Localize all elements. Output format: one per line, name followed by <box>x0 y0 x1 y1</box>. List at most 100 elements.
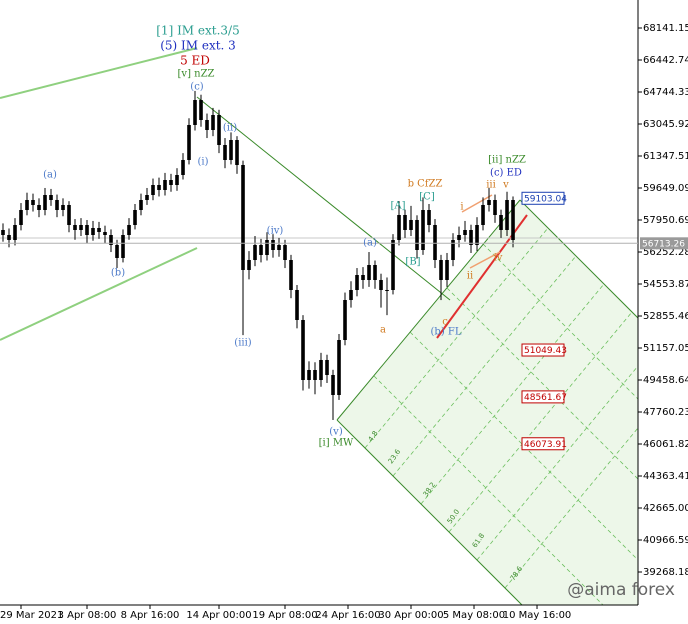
y-tick-label: 42665.00 <box>643 503 688 514</box>
y-tick-label: 40966.59 <box>643 535 688 546</box>
y-tick-label: 56252.28 <box>643 247 688 258</box>
candle-body <box>367 264 371 280</box>
candle-body <box>97 227 101 232</box>
y-tick-label: 63045.92 <box>643 119 688 130</box>
candle-body <box>463 229 467 236</box>
y-tick-label: 64744.33 <box>643 87 688 98</box>
wave-label: (iii) <box>234 338 251 349</box>
wave-label: (iv) <box>267 226 284 237</box>
x-tick-label: 10 May 16:00 <box>503 610 572 621</box>
x-tick-label: 3 Apr 08:00 <box>58 610 117 621</box>
candle-body <box>361 275 365 280</box>
candle-body <box>139 199 143 211</box>
y-tick-label: 49458.64 <box>643 375 688 386</box>
wave-label: (b) <box>111 268 125 279</box>
candle-body <box>409 219 413 230</box>
candle-body <box>1 229 5 236</box>
candle-body <box>265 239 269 255</box>
candle-body <box>151 184 155 196</box>
wave-label: ii <box>467 271 473 282</box>
wave-label: [A] <box>390 201 405 212</box>
wave-label: iii <box>486 180 496 191</box>
candle-body <box>229 140 233 160</box>
wave-label: (i) <box>197 157 208 168</box>
orange-line <box>461 194 493 213</box>
candle-body <box>19 210 23 225</box>
candle-body <box>103 231 107 236</box>
y-tick-label: 61347.51 <box>643 151 688 162</box>
candle-body <box>349 289 353 301</box>
wave-label: c <box>442 317 448 328</box>
candle-body <box>397 214 401 240</box>
y-tick-label: 51157.05 <box>643 343 688 354</box>
price-box <box>521 390 565 404</box>
candle-body <box>439 260 443 280</box>
candle-body <box>391 239 395 290</box>
candle-body <box>481 204 485 225</box>
candle-body <box>325 359 329 375</box>
candle-body <box>193 100 197 125</box>
candle-body <box>181 159 185 175</box>
wave-label: [ii] nZZ <box>488 155 526 166</box>
candle-body <box>127 224 131 236</box>
pitchfork-grid <box>364 227 639 606</box>
x-tick-label: 30 Apr 00:00 <box>378 610 443 621</box>
candle-body <box>67 204 71 225</box>
price-label: 59103.04 <box>524 194 567 204</box>
trend-line <box>0 47 198 99</box>
x-tick-label: 5 May 08:00 <box>443 610 505 621</box>
wave-label: (ii) <box>223 123 237 134</box>
price-level: 48561.67 <box>521 390 567 404</box>
wave-label: [v] nZZ <box>178 69 215 80</box>
price-label: 51049.43 <box>524 346 567 356</box>
price-box <box>521 343 565 357</box>
candle-body <box>295 289 299 320</box>
candle-body <box>331 374 335 395</box>
watermark: @aima forex <box>567 580 675 600</box>
candle-body <box>445 260 449 280</box>
candle-body <box>247 260 251 270</box>
orange-line <box>469 251 501 269</box>
x-tick-label: 14 Apr 00:00 <box>186 610 251 621</box>
candle-body <box>451 239 455 261</box>
y-tick-label: 44363.41 <box>643 471 688 482</box>
x-tick-label: 8 Apr 16:00 <box>121 610 180 621</box>
wave-label: (b) FL <box>431 327 462 338</box>
candle-body <box>169 180 173 185</box>
candle-body <box>223 144 227 160</box>
price-label: 48561.67 <box>524 393 567 403</box>
price-box <box>521 437 565 451</box>
candle-body <box>433 224 437 261</box>
wave-label: (v) <box>329 427 343 438</box>
y-tick-label: 66442.74 <box>643 55 688 66</box>
candle-body <box>385 289 389 291</box>
candle-body <box>31 199 35 205</box>
candle-body <box>379 279 383 290</box>
candle-body <box>55 199 59 211</box>
candle-body <box>301 319 305 381</box>
candle-body <box>121 235 125 258</box>
candle-body <box>205 119 209 131</box>
candle-body <box>217 115 221 145</box>
y-tick-label: 47760.23 <box>643 407 688 418</box>
candle-body <box>277 244 281 250</box>
y-tick-label: 68141.15 <box>643 23 688 34</box>
candle-body <box>307 369 311 381</box>
candle-body <box>79 224 83 230</box>
wave-label: [C] <box>419 192 435 203</box>
price-box <box>521 191 565 205</box>
candle-body <box>13 224 17 240</box>
candle-body <box>175 174 179 185</box>
wave-label: [1] IM ext.3/5 <box>156 24 239 38</box>
candle-body <box>163 180 167 190</box>
candle-body <box>427 210 431 225</box>
x-tick-label: 29 Mar 2021 <box>0 610 63 621</box>
candle-body <box>271 239 275 250</box>
wave-label: i <box>460 202 463 213</box>
price-box <box>640 237 688 250</box>
candle-body <box>355 275 359 290</box>
wave-label: (c) <box>190 82 204 93</box>
candle-body <box>421 210 425 250</box>
candle-body <box>241 164 245 270</box>
